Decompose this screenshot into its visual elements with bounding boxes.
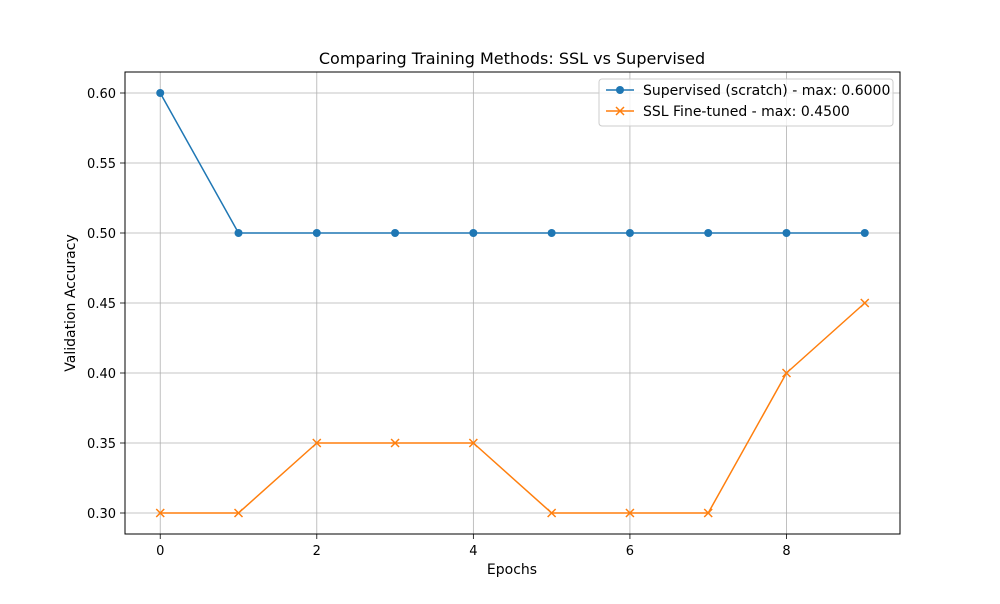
data-point-ssl	[468, 438, 478, 448]
y-tick-label: 0.55	[87, 157, 116, 172]
data-point-supervised	[156, 89, 165, 97]
data-series	[155, 89, 870, 518]
legend-marker-supervised	[616, 86, 624, 94]
data-point-supervised	[547, 229, 556, 237]
legend-label-ssl: SSL Fine-tuned - max: 0.4500	[643, 104, 850, 120]
data-point-supervised	[234, 229, 243, 237]
y-axis-label: Validation Accuracy	[63, 234, 79, 372]
data-point-ssl	[860, 298, 870, 308]
data-point-supervised	[625, 229, 634, 237]
x-tick-label: 0	[156, 544, 164, 559]
data-point-supervised	[312, 229, 321, 237]
data-point-ssl	[547, 508, 557, 518]
y-tick-label: 0.60	[87, 87, 116, 102]
chart-title: Comparing Training Methods: SSL vs Super…	[319, 49, 705, 68]
x-tick-label: 2	[313, 544, 321, 559]
y-tick-label: 0.50	[87, 227, 116, 242]
data-point-ssl	[312, 438, 322, 448]
x-axis-label: Epochs	[487, 562, 537, 578]
data-point-supervised	[782, 229, 791, 237]
data-point-supervised	[391, 229, 400, 237]
data-point-supervised	[469, 229, 478, 237]
data-point-ssl	[155, 508, 165, 518]
y-tick-label: 0.45	[87, 297, 116, 312]
data-point-ssl	[625, 508, 635, 518]
y-tick-label: 0.40	[87, 367, 116, 382]
data-point-ssl	[390, 438, 400, 448]
legend-marker-ssl	[615, 106, 625, 116]
data-point-ssl	[781, 368, 792, 378]
data-point-ssl	[703, 508, 713, 518]
x-tick-label: 6	[626, 544, 634, 559]
x-tick-label: 4	[469, 544, 477, 559]
y-tick-label: 0.30	[87, 507, 116, 522]
legend-label-supervised: Supervised (scratch) - max: 0.6000	[643, 83, 890, 99]
legend: Supervised (scratch) - max: 0.6000 SSL F…	[598, 78, 894, 127]
data-point-supervised	[860, 229, 869, 237]
legend-box	[598, 78, 894, 127]
axis-ticks: 0 2 4 6 8 0.30 0.35 0.40 0.45 0.50 0.55 0.60	[87, 87, 791, 559]
data-point-ssl	[233, 508, 244, 518]
y-tick-label: 0.35	[87, 437, 116, 452]
series-line-supervised	[159, 92, 865, 234]
x-tick-label: 8	[782, 544, 790, 559]
data-point-supervised	[704, 229, 713, 237]
series-line-ssl	[160, 302, 866, 514]
